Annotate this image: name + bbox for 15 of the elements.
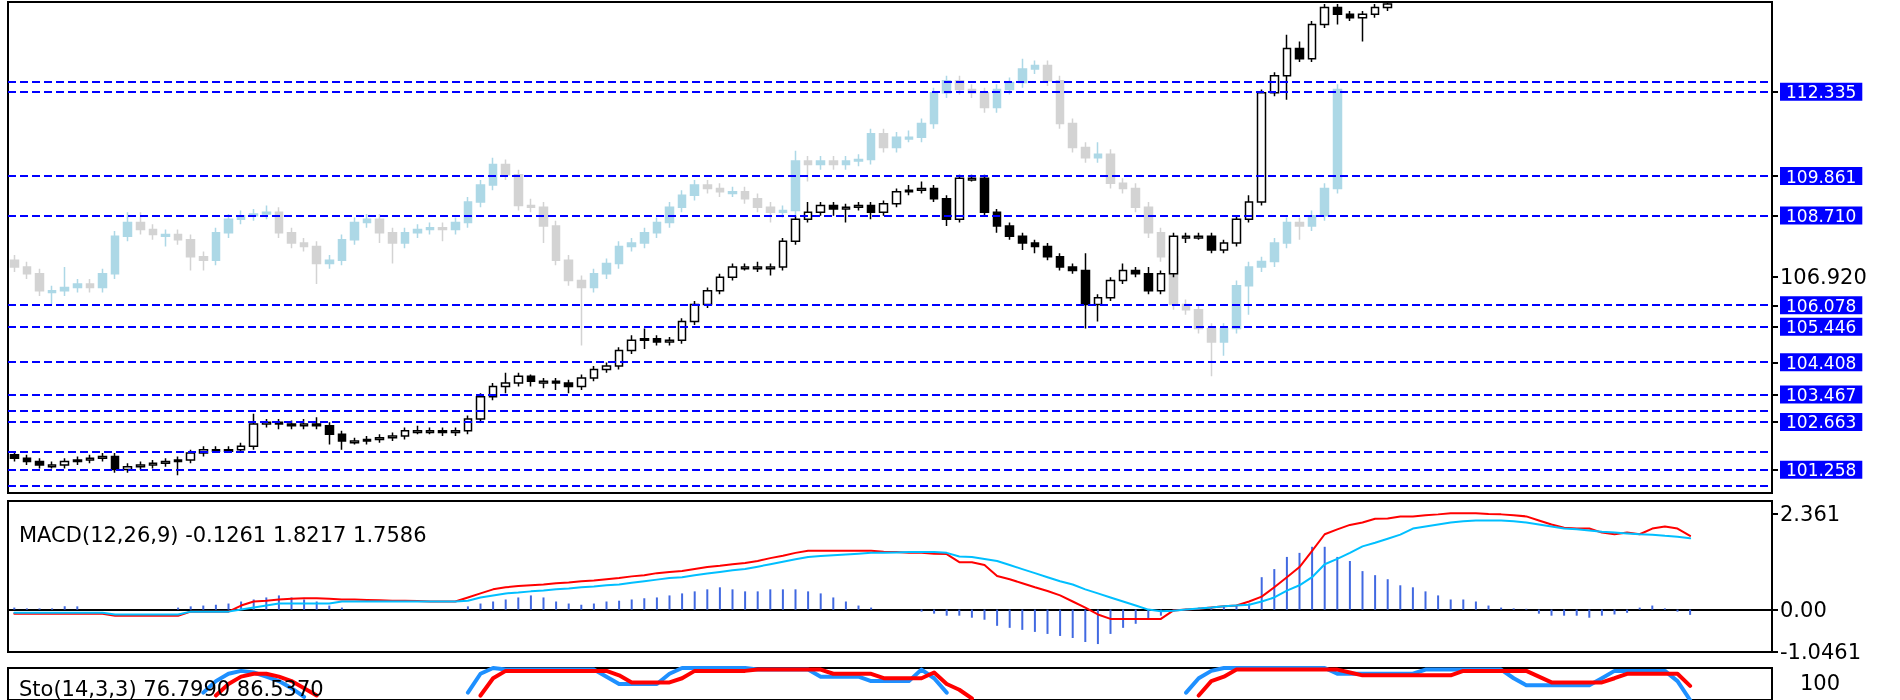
- y-tick-label: 106.078: [1786, 295, 1857, 316]
- y-tick-label: 112.335: [1786, 82, 1857, 103]
- y-tick-label: 2.361: [1780, 501, 1841, 526]
- y-tick-label: -1.0461: [1780, 640, 1862, 664]
- y-tick-label: 106.920: [1780, 264, 1867, 289]
- y-tick-label: 105.446: [1786, 317, 1857, 338]
- y-tick-label: 101.258: [1786, 460, 1857, 481]
- y-tick-label: 103.467: [1786, 384, 1857, 405]
- text: MACD(12,26,9) -0.1261 1.8217 1.7586: [19, 522, 427, 547]
- text: 100: [1799, 670, 1841, 695]
- y-tick-label: 0.00: [1780, 597, 1827, 622]
- y-tick-label: 109.861: [1786, 166, 1857, 187]
- y-tick-label: 102.663: [1786, 412, 1857, 433]
- y-tick-label: 104.408: [1786, 352, 1857, 373]
- y-tick-label: 108.710: [1786, 205, 1857, 226]
